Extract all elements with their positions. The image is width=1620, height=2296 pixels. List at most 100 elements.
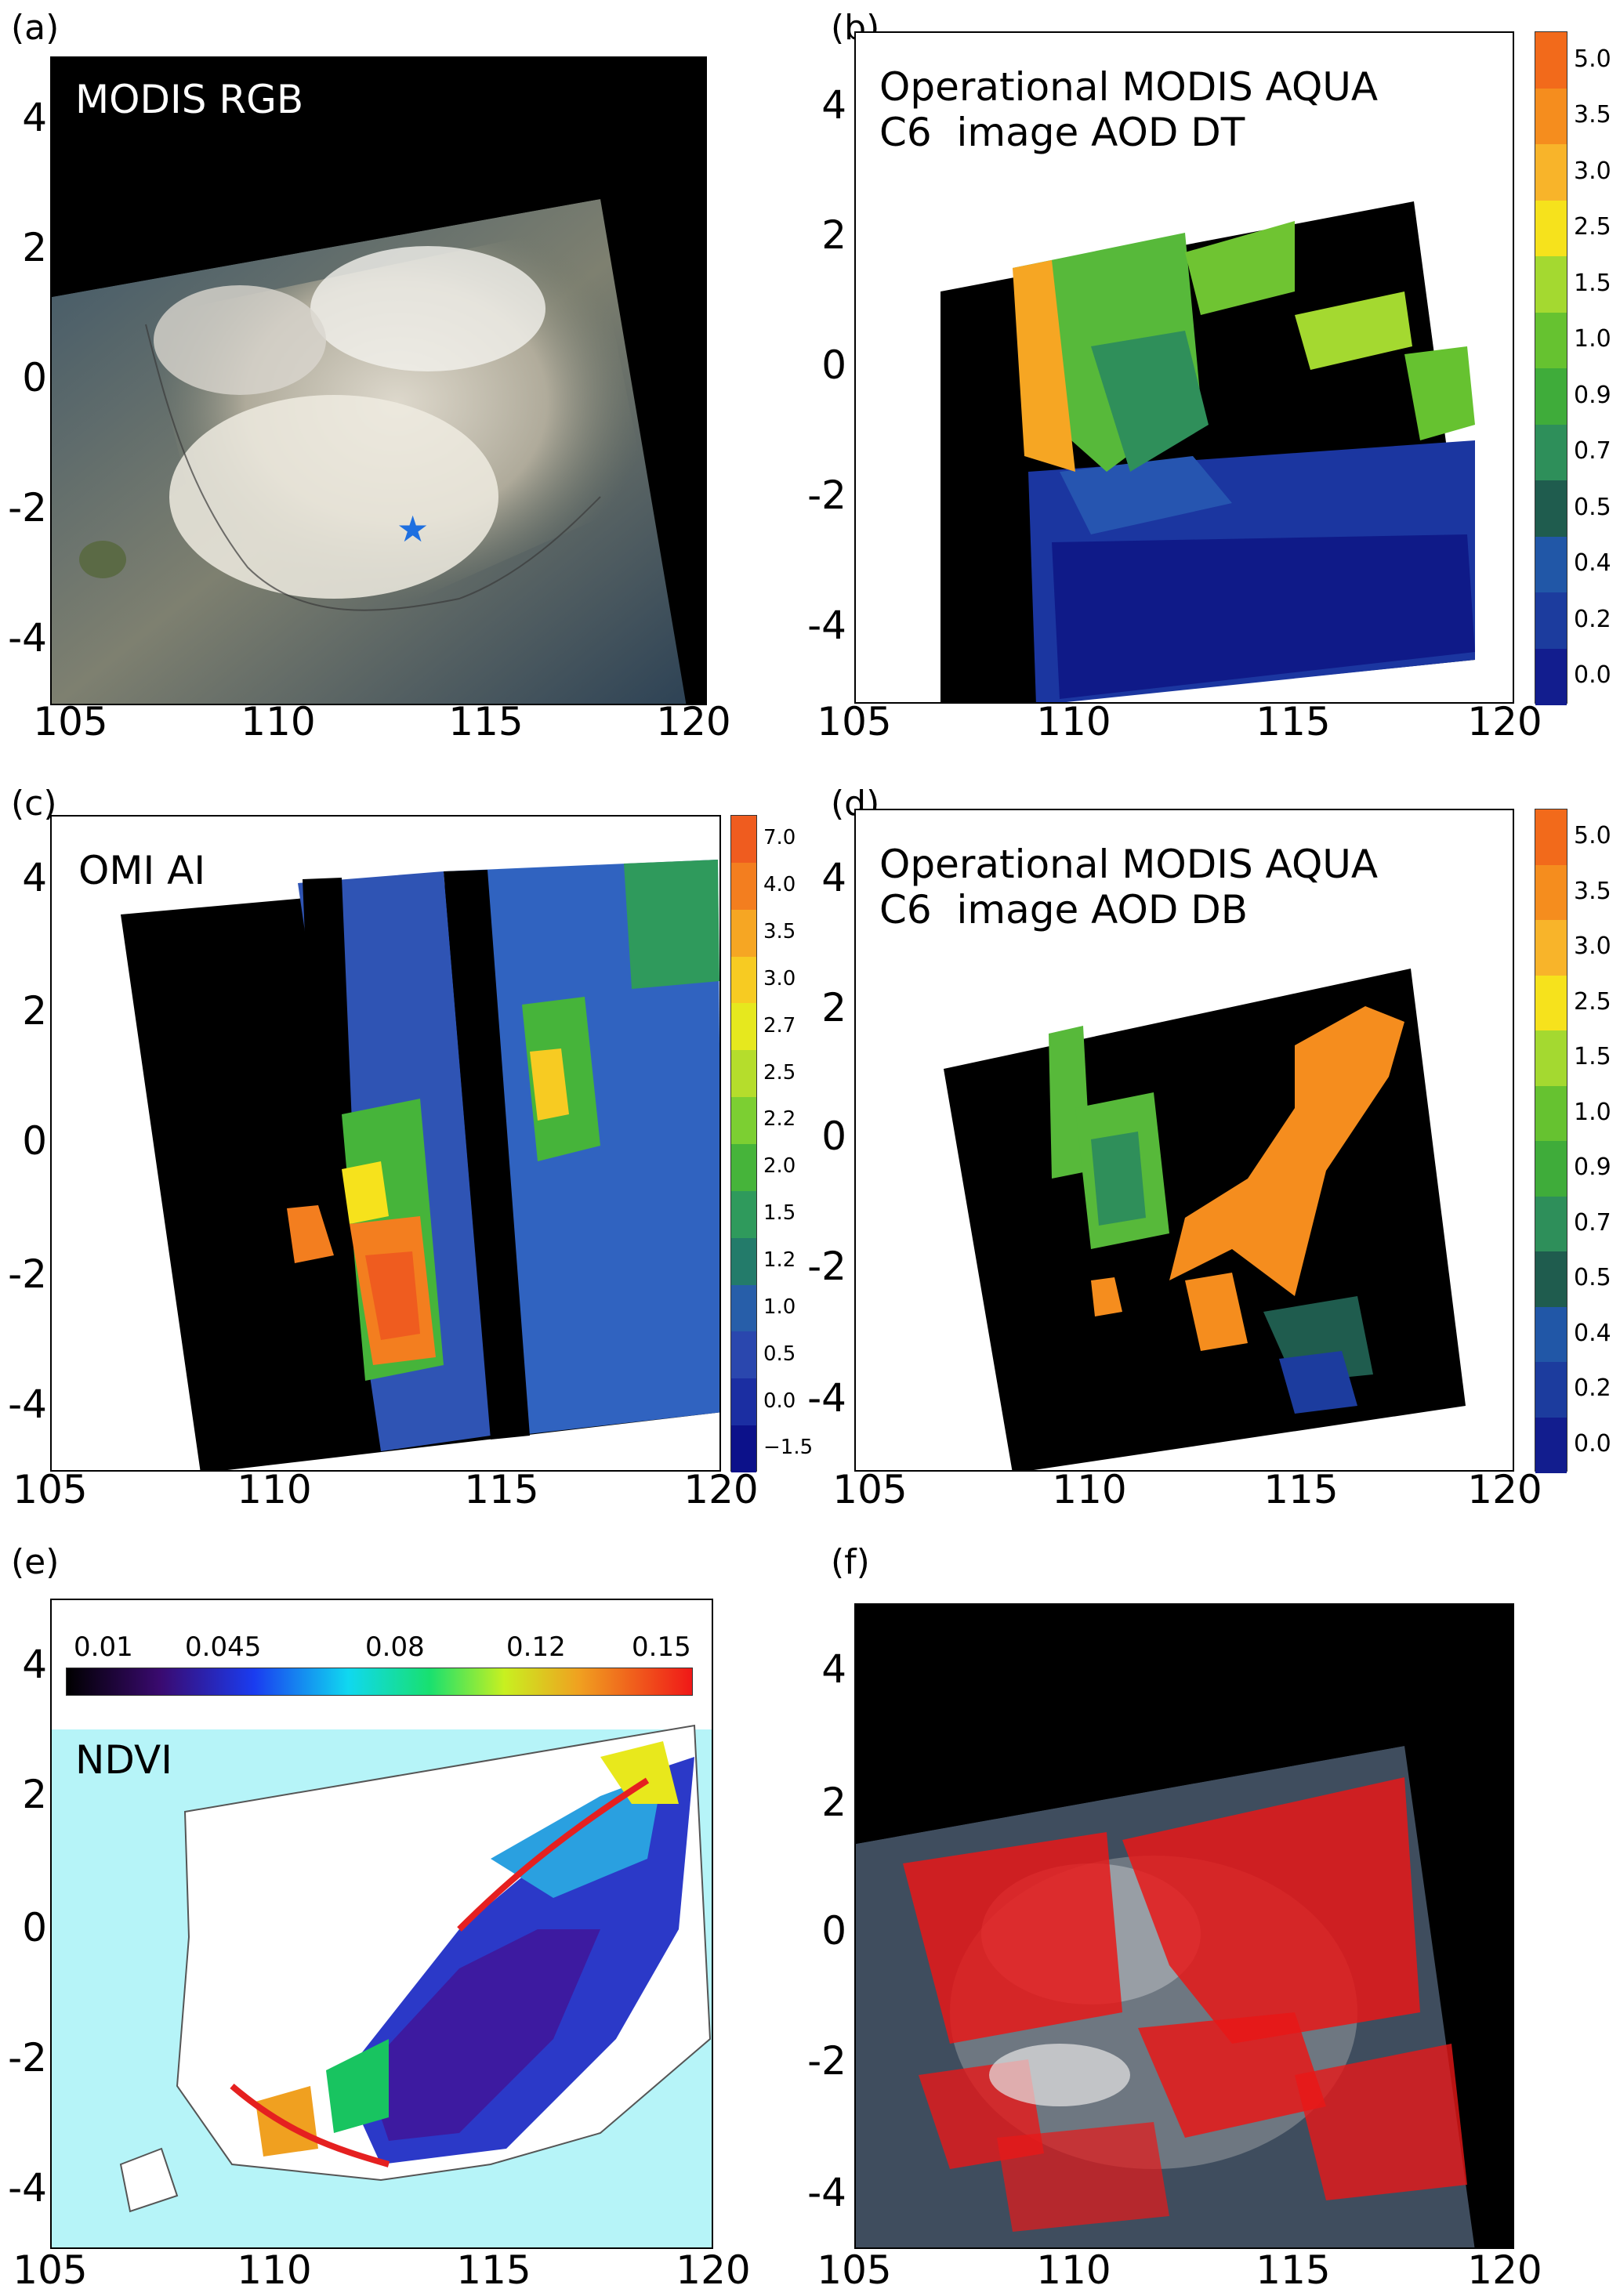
y-tick: 2 [821,1780,846,1825]
colorbar-label: 1.5 [763,1201,796,1226]
map-frame-a: ★ MODIS RGB [50,56,707,705]
colorbar-segment [1535,975,1567,1031]
y-tick: -2 [807,1244,846,1289]
ndvi-cb-label: 0.12 [506,1631,566,1663]
y-tick: 0 [821,342,846,388]
colorbar-label: 1.2 [763,1248,796,1273]
colorbar-label: 0.7 [1574,437,1611,465]
panel-title-a: MODIS RGB [75,77,304,122]
omi-ai-map [121,860,719,1470]
colorbar-label: 1.0 [763,1295,796,1319]
x-tick: 115 [456,2247,531,2293]
colorbar-segment [731,1097,756,1145]
x-tick: 110 [1052,1467,1127,1512]
y-tick: 0 [821,1908,846,1954]
colorbar-label: 0.5 [763,1342,796,1366]
colorbar-label: 0.0 [763,1389,796,1413]
colorbar-label: 5.0 [1574,45,1611,73]
colorbar-label: 5.0 [1574,822,1611,850]
x-tick: 105 [817,699,892,744]
x-tick: 105 [13,2247,88,2293]
x-tick: 105 [817,2247,892,2293]
y-tick: 2 [22,988,47,1034]
colorbar-label: 0.2 [1574,605,1611,633]
x-tick: 115 [448,699,524,744]
colorbar-segment [731,816,756,864]
colorbar-label: 3.0 [1574,933,1611,961]
x-tick: 120 [1467,699,1542,744]
x-tick: 110 [241,699,316,744]
y-tick: 0 [22,1118,47,1164]
colorbar-segment [1535,1085,1567,1142]
x-tick: 120 [683,1467,759,1512]
y-tick: -2 [807,473,846,518]
y-tick: 2 [821,985,846,1030]
panel-label-c: (c) [11,784,57,824]
y-tick: -4 [8,1382,47,1427]
x-tick: 115 [1263,1467,1339,1512]
colorbar-label: 0.0 [1574,1429,1611,1458]
colorbar-segment [1535,480,1567,537]
y-tick: 4 [821,855,846,900]
colorbar-label: 4.0 [763,873,796,897]
aod-db-map [944,969,1466,1470]
colorbar-segment [731,909,756,958]
x-tick: 120 [1467,1467,1542,1512]
colorbar-segment [1535,144,1567,201]
y-tick: 2 [821,212,846,258]
ndvi-cb-label: 0.01 [74,1631,133,1663]
ndvi-cb-label: 0.15 [632,1631,691,1663]
colorbar-label: 7.0 [763,826,796,850]
colorbar-label: 0.7 [1574,1208,1611,1237]
x-tick: 120 [676,2247,751,2293]
colorbar-omi-ai [730,815,757,1473]
colorbar-segment [731,1190,756,1239]
ndvi-cb-label: 0.08 [365,1631,425,1663]
modis-rgb-image [52,58,705,704]
y-tick: -4 [807,2170,846,2215]
colorbar-segment [1535,1362,1567,1418]
panel-title-e: NDVI [75,1737,172,1783]
colorbar-label: 3.5 [763,920,796,944]
colorbar-label: 1.0 [1574,325,1611,353]
colorbar-label: 0.9 [1574,1153,1611,1182]
y-tick: 0 [22,355,47,400]
colorbar-segment [1535,864,1567,921]
colorbar-label: 2.5 [763,1060,796,1085]
colorbar-segment [1535,368,1567,425]
colorbar-segment [1535,32,1567,89]
colorbar-segment [731,1050,756,1098]
colorbar-segment [731,862,756,911]
panel-label-e: (e) [11,1542,60,1582]
colorbar-label: 3.0 [1574,157,1611,185]
panel-title-d: Operational MODIS AQUA C6 image AOD DB [879,842,1378,933]
colorbar-segment [731,1144,756,1192]
map-frame-c: OMI AI [50,815,721,1472]
y-tick: -4 [8,2165,47,2211]
location-star-icon: ★ [397,508,429,550]
x-tick: 110 [1036,699,1111,744]
colorbar-label: 0.4 [1574,549,1611,578]
colorbar-label: 2.0 [763,1154,796,1179]
colorbar-segment [731,1331,756,1379]
colorbar-segment [1535,920,1567,976]
ndvi-cb-label: 0.045 [185,1631,262,1663]
colorbar-label: 0.2 [1574,1374,1611,1403]
colorbar-segment [1535,256,1567,313]
y-tick: 4 [22,95,47,140]
colorbar-segment [1535,1196,1567,1252]
x-tick: 110 [1036,2247,1111,2293]
x-tick: 105 [13,1467,88,1512]
colorbar-label: 0.0 [1574,661,1611,690]
colorbar-label: 2.5 [1574,987,1611,1016]
colorbar-segment [731,956,756,1004]
colorbar-segment [1535,809,1567,865]
colorbar-label: 2.5 [1574,213,1611,241]
y-tick: 0 [821,1114,846,1159]
colorbar-label: 3.5 [1574,101,1611,129]
colorbar-aod-dt [1535,31,1567,705]
y-tick: -4 [807,1375,846,1421]
panel-label-f: (f) [831,1542,870,1582]
colorbar-label: 0.5 [1574,1264,1611,1292]
colorbar-segment [1535,200,1567,257]
